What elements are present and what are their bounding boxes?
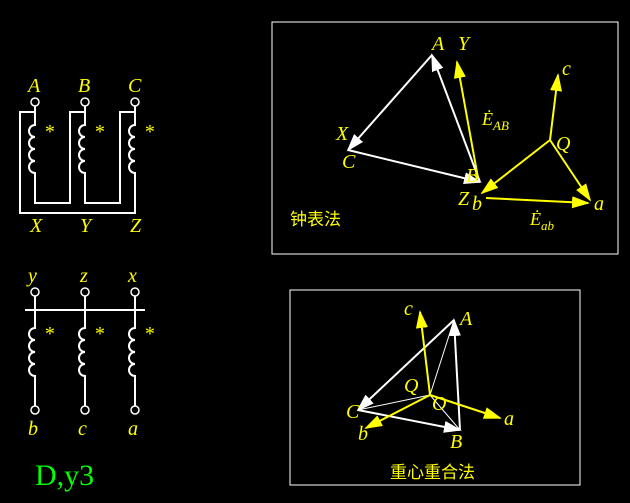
bc: c bbox=[404, 298, 413, 320]
star-4: * bbox=[44, 323, 54, 345]
label-B: B bbox=[78, 75, 90, 97]
bB: B bbox=[450, 431, 462, 453]
label-y: y bbox=[26, 265, 37, 287]
star-1: * bbox=[44, 121, 54, 143]
label-a: a bbox=[128, 418, 138, 440]
clock-caption: 钟表法 bbox=[290, 210, 341, 229]
primary-winding: A B C * * * X Y Z bbox=[20, 75, 154, 237]
tY: Y bbox=[458, 33, 471, 55]
diagram: A B C * * * X Y Z y z x * * * b c a D,y3… bbox=[0, 0, 630, 503]
star-2: * bbox=[94, 121, 104, 143]
tQ: Q bbox=[556, 133, 571, 155]
label-z: z bbox=[79, 265, 88, 287]
label-Z: Z bbox=[130, 215, 142, 237]
tc: c bbox=[562, 58, 571, 80]
label-A: A bbox=[26, 75, 41, 97]
eab-primary: ĖAB bbox=[481, 109, 509, 133]
secondary-winding: y z x * * * b c a bbox=[25, 265, 154, 440]
bC: C bbox=[346, 401, 360, 423]
clock-method-panel: A B C Y Z X ĖAB Q a b c Ėab 钟表法 bbox=[272, 22, 618, 254]
tb: b bbox=[472, 193, 482, 215]
tX: X bbox=[335, 123, 349, 145]
label-c: c bbox=[78, 418, 87, 440]
star-5: * bbox=[94, 323, 104, 345]
label-X: X bbox=[29, 215, 43, 237]
label-b: b bbox=[28, 418, 38, 440]
star-3: * bbox=[144, 121, 154, 143]
label-C: C bbox=[128, 75, 142, 97]
tA: A bbox=[430, 33, 445, 55]
centroid-method-panel: A B C O Q a b c 重心重合法 bbox=[290, 290, 580, 485]
ba: a bbox=[504, 408, 514, 430]
bA: A bbox=[458, 308, 473, 330]
label-x: x bbox=[127, 265, 137, 287]
label-Y: Y bbox=[80, 215, 93, 237]
bb: b bbox=[358, 423, 368, 445]
eab-secondary: Ėab bbox=[529, 209, 555, 233]
star-6: * bbox=[144, 323, 154, 345]
tZ: Z bbox=[458, 188, 470, 210]
connection-group: D,y3 bbox=[35, 459, 94, 492]
tC: C bbox=[342, 151, 356, 173]
ta: a bbox=[594, 193, 604, 215]
centroid-caption: 重心重合法 bbox=[390, 463, 475, 482]
bQ: Q bbox=[404, 375, 419, 397]
bO: O bbox=[432, 393, 446, 415]
